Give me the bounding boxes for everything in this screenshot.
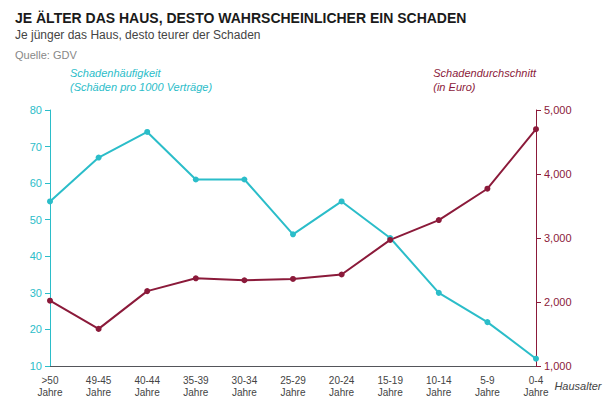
svg-text:JE ÄLTER DAS HAUS, DESTO WAHRS: JE ÄLTER DAS HAUS, DESTO WAHRSCHEINLICHE… bbox=[15, 10, 466, 26]
svg-text:0-4: 0-4 bbox=[529, 375, 544, 386]
svg-text:20-24: 20-24 bbox=[329, 375, 355, 386]
svg-text:49-45: 49-45 bbox=[86, 375, 112, 386]
svg-text:15-19: 15-19 bbox=[377, 375, 403, 386]
svg-text:Jahre: Jahre bbox=[280, 387, 305, 398]
svg-text:Hausalter: Hausalter bbox=[554, 380, 602, 392]
svg-text:2,000: 2,000 bbox=[544, 296, 572, 308]
svg-text:20: 20 bbox=[30, 323, 42, 335]
svg-text:Jahre: Jahre bbox=[183, 387, 208, 398]
svg-text:35-39: 35-39 bbox=[183, 375, 209, 386]
svg-text:Jahre: Jahre bbox=[475, 387, 500, 398]
svg-text:10-14: 10-14 bbox=[426, 375, 452, 386]
svg-text:Jahre: Jahre bbox=[232, 387, 257, 398]
svg-text:10: 10 bbox=[30, 360, 42, 372]
svg-text:80: 80 bbox=[30, 104, 42, 116]
svg-text:4,000: 4,000 bbox=[544, 168, 572, 180]
svg-text:60: 60 bbox=[30, 177, 42, 189]
svg-text:5,000: 5,000 bbox=[544, 104, 572, 116]
svg-text:Jahre: Jahre bbox=[329, 387, 354, 398]
svg-text:5-9: 5-9 bbox=[480, 375, 495, 386]
svg-text:40-44: 40-44 bbox=[134, 375, 160, 386]
svg-text:Schadendurchschnitt: Schadendurchschnitt bbox=[433, 67, 537, 79]
svg-text:Je jünger das Haus, desto teur: Je jünger das Haus, desto teurer der Sch… bbox=[15, 28, 260, 42]
svg-text:Jahre: Jahre bbox=[135, 387, 160, 398]
svg-text:Jahre: Jahre bbox=[523, 387, 548, 398]
svg-text:50: 50 bbox=[30, 214, 42, 226]
svg-text:Jahre: Jahre bbox=[378, 387, 403, 398]
svg-text:1,000: 1,000 bbox=[544, 360, 572, 372]
svg-text:30-34: 30-34 bbox=[232, 375, 258, 386]
svg-text:(Schäden pro 1000 Verträge): (Schäden pro 1000 Verträge) bbox=[70, 81, 212, 93]
svg-text:>50: >50 bbox=[42, 375, 59, 386]
svg-text:70: 70 bbox=[30, 141, 42, 153]
svg-text:Schadenhäufigkeit: Schadenhäufigkeit bbox=[70, 67, 161, 79]
svg-text:Quelle: GDV: Quelle: GDV bbox=[15, 49, 77, 61]
svg-text:Jahre: Jahre bbox=[426, 387, 451, 398]
svg-text:30: 30 bbox=[30, 287, 42, 299]
svg-text:40: 40 bbox=[30, 250, 42, 262]
svg-text:25-29: 25-29 bbox=[280, 375, 306, 386]
svg-text:(in Euro): (in Euro) bbox=[433, 81, 476, 93]
svg-text:Jahre: Jahre bbox=[37, 387, 62, 398]
svg-text:Jahre: Jahre bbox=[86, 387, 111, 398]
svg-text:3,000: 3,000 bbox=[544, 232, 572, 244]
